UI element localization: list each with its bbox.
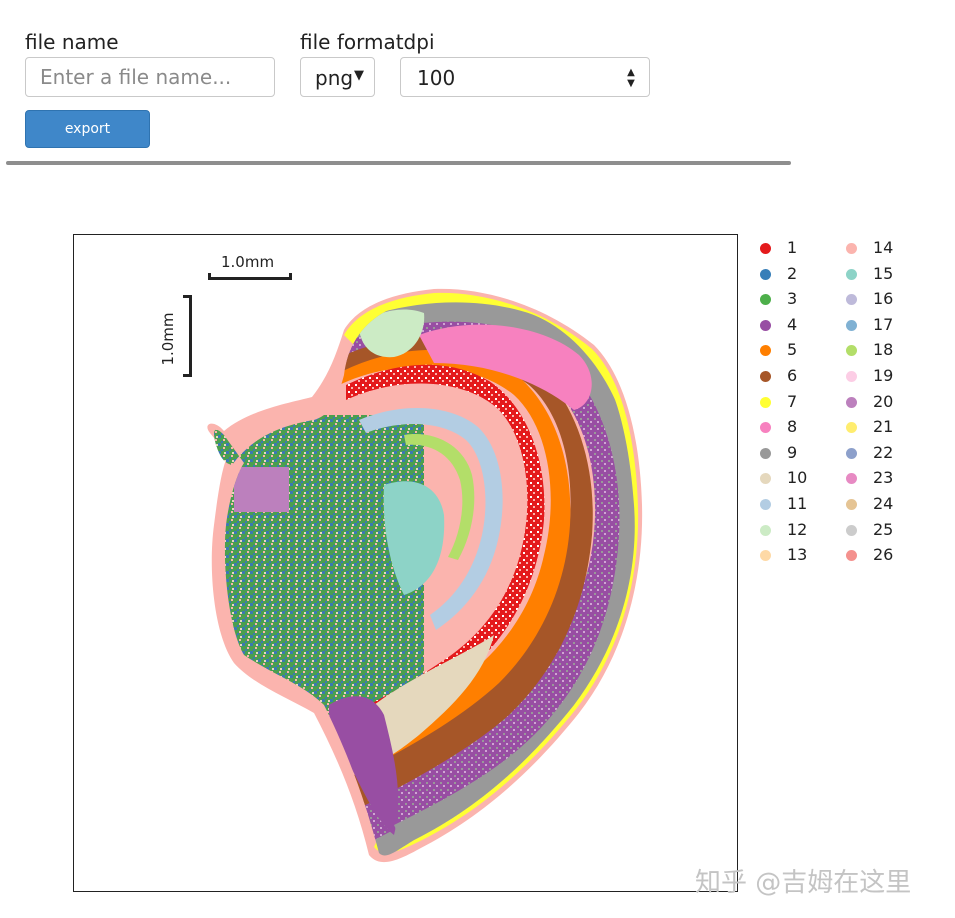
legend-label: 9: [787, 442, 798, 462]
format-label: file format: [300, 30, 404, 54]
legend-marker: [760, 319, 771, 331]
chevron-down-icon: ▼: [354, 68, 364, 83]
legend-marker: [846, 499, 857, 510]
format-select[interactable]: png ▼: [300, 57, 375, 97]
legend-label: 18: [873, 340, 894, 360]
legend-label: 1: [787, 238, 798, 257]
legend-label: 26: [873, 545, 894, 565]
watermark: 知乎 @吉姆在这里: [695, 868, 912, 898]
legend-marker: [846, 345, 857, 357]
legend-marker: [846, 243, 857, 254]
legend-marker: [760, 371, 771, 382]
filename-field[interactable]: [25, 57, 275, 97]
legend-label: 17: [873, 314, 894, 334]
scalebar-y-label: 1.0mm: [159, 312, 177, 366]
legend-label: 4: [787, 314, 798, 334]
legend-label: 23: [873, 468, 894, 488]
spin-up-icon[interactable]: ▲: [627, 67, 635, 78]
legend-marker: [760, 447, 771, 459]
scalebar-x-label: 1.0mm: [221, 253, 275, 271]
region-light-green: [359, 309, 425, 358]
legend-label: 2: [787, 263, 798, 283]
legend-marker: [846, 550, 857, 562]
spin-down-icon[interactable]: ▼: [627, 78, 635, 89]
legend-marker: [760, 345, 771, 357]
dpi-label: dpi: [403, 30, 435, 54]
legend-marker: [760, 550, 771, 562]
plot-frame: 1.0mm 1.0mm: [73, 234, 738, 892]
region-teal: [383, 481, 445, 595]
tissue-plot: [207, 288, 643, 863]
legend-label: 16: [873, 289, 894, 309]
filename-label: file name: [25, 30, 119, 54]
filename-input[interactable]: [26, 58, 274, 96]
legend-marker: [846, 371, 857, 382]
legend-marker: [846, 524, 857, 536]
legend-label: 11: [787, 494, 808, 513]
legend-marker: [846, 294, 857, 306]
legend-marker: [760, 473, 771, 485]
legend-marker: [760, 422, 771, 434]
legend-marker: [760, 268, 771, 280]
legend-marker: [760, 499, 771, 510]
region-pink: [419, 324, 592, 410]
legend-marker: [760, 243, 771, 254]
legend-label: 24: [873, 494, 894, 513]
legend-label: 21: [873, 417, 894, 437]
legend-label: 6: [787, 366, 798, 385]
dpi-value: 100: [417, 66, 456, 90]
legend-marker: [846, 268, 857, 280]
legend-label: 5: [787, 340, 798, 360]
legend-label: 15: [873, 263, 894, 283]
legend-label: 3: [787, 289, 798, 309]
legend-marker: [846, 396, 857, 408]
legend-label: 8: [787, 417, 798, 437]
scalebar-x: [208, 273, 292, 280]
divider: [6, 161, 791, 165]
legend-label: 14: [873, 238, 894, 257]
legend-marker: [846, 473, 857, 485]
legend-label: 19: [873, 366, 894, 385]
legend-label: 12: [787, 519, 808, 539]
format-dpi-label: file formatdpi: [300, 30, 435, 54]
legend-marker: [846, 319, 857, 331]
dpi-stepper[interactable]: 100 ▲ ▼: [400, 57, 650, 97]
legend-label: 22: [873, 442, 894, 462]
legend-label: 13: [787, 545, 808, 565]
legend-marker: [760, 294, 771, 306]
legend-marker: [846, 447, 857, 459]
region-purple-patch: [234, 467, 289, 512]
format-value: png: [315, 66, 354, 90]
legend-marker: [846, 422, 857, 434]
scalebar-y: [183, 295, 192, 377]
legend-label: 10: [787, 468, 808, 488]
legend-label: 25: [873, 519, 894, 539]
spin-buttons[interactable]: ▲ ▼: [625, 67, 637, 89]
export-button[interactable]: export: [25, 110, 150, 148]
legend-label: 20: [873, 391, 894, 411]
legend-marker: [760, 524, 771, 536]
legend-label: 7: [787, 391, 798, 411]
legend-marker: [760, 396, 771, 408]
